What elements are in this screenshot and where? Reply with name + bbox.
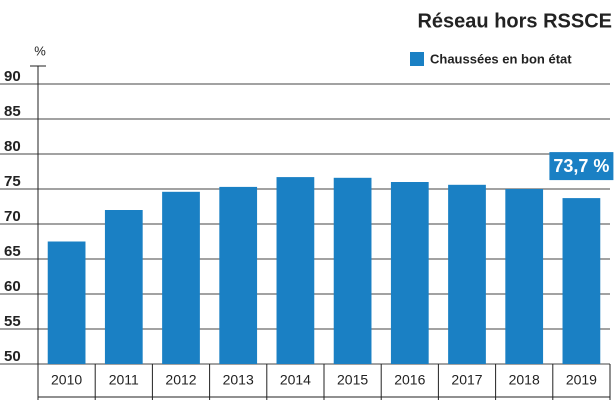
y-tick-label: 90 <box>4 68 21 85</box>
x-tick-label: 2015 <box>337 372 368 388</box>
x-tick-label: 2019 <box>566 372 597 388</box>
x-tick-label: 2013 <box>223 372 254 388</box>
annotation-box <box>549 152 614 181</box>
y-tick-label: 70 <box>4 208 21 225</box>
bar <box>505 189 544 364</box>
annotation: 73,7 % <box>553 156 609 176</box>
bar <box>333 177 372 364</box>
y-tick-label: 65 <box>4 243 21 260</box>
x-tick-label: 2017 <box>451 372 482 388</box>
y-tick-label: 60 <box>4 278 21 295</box>
bar <box>162 191 200 364</box>
bar <box>219 186 258 364</box>
y-tick-label: 55 <box>4 313 21 330</box>
legend-swatch <box>410 52 424 66</box>
bar <box>276 177 315 364</box>
x-tick-label: 2014 <box>280 372 311 388</box>
bar <box>562 198 601 364</box>
bar <box>104 210 143 364</box>
y-axis-label: % <box>34 43 46 58</box>
y-tick-label: 85 <box>4 103 21 120</box>
x-tick-label: 2012 <box>165 372 196 388</box>
y-tick-label: 80 <box>4 138 21 155</box>
y-tick-label: 75 <box>4 173 21 190</box>
x-tick-label: 2011 <box>109 372 139 388</box>
legend-label: Chaussées en bon état <box>430 51 572 66</box>
bar <box>47 241 86 364</box>
x-tick-label: 2018 <box>509 372 540 388</box>
chart-title: Réseau hors RSSCE <box>417 10 612 32</box>
bar <box>448 184 486 364</box>
x-tick-label: 2010 <box>51 372 82 388</box>
x-tick-label: 2016 <box>394 372 425 388</box>
bar <box>390 182 429 364</box>
y-tick-label: 50 <box>4 348 21 365</box>
